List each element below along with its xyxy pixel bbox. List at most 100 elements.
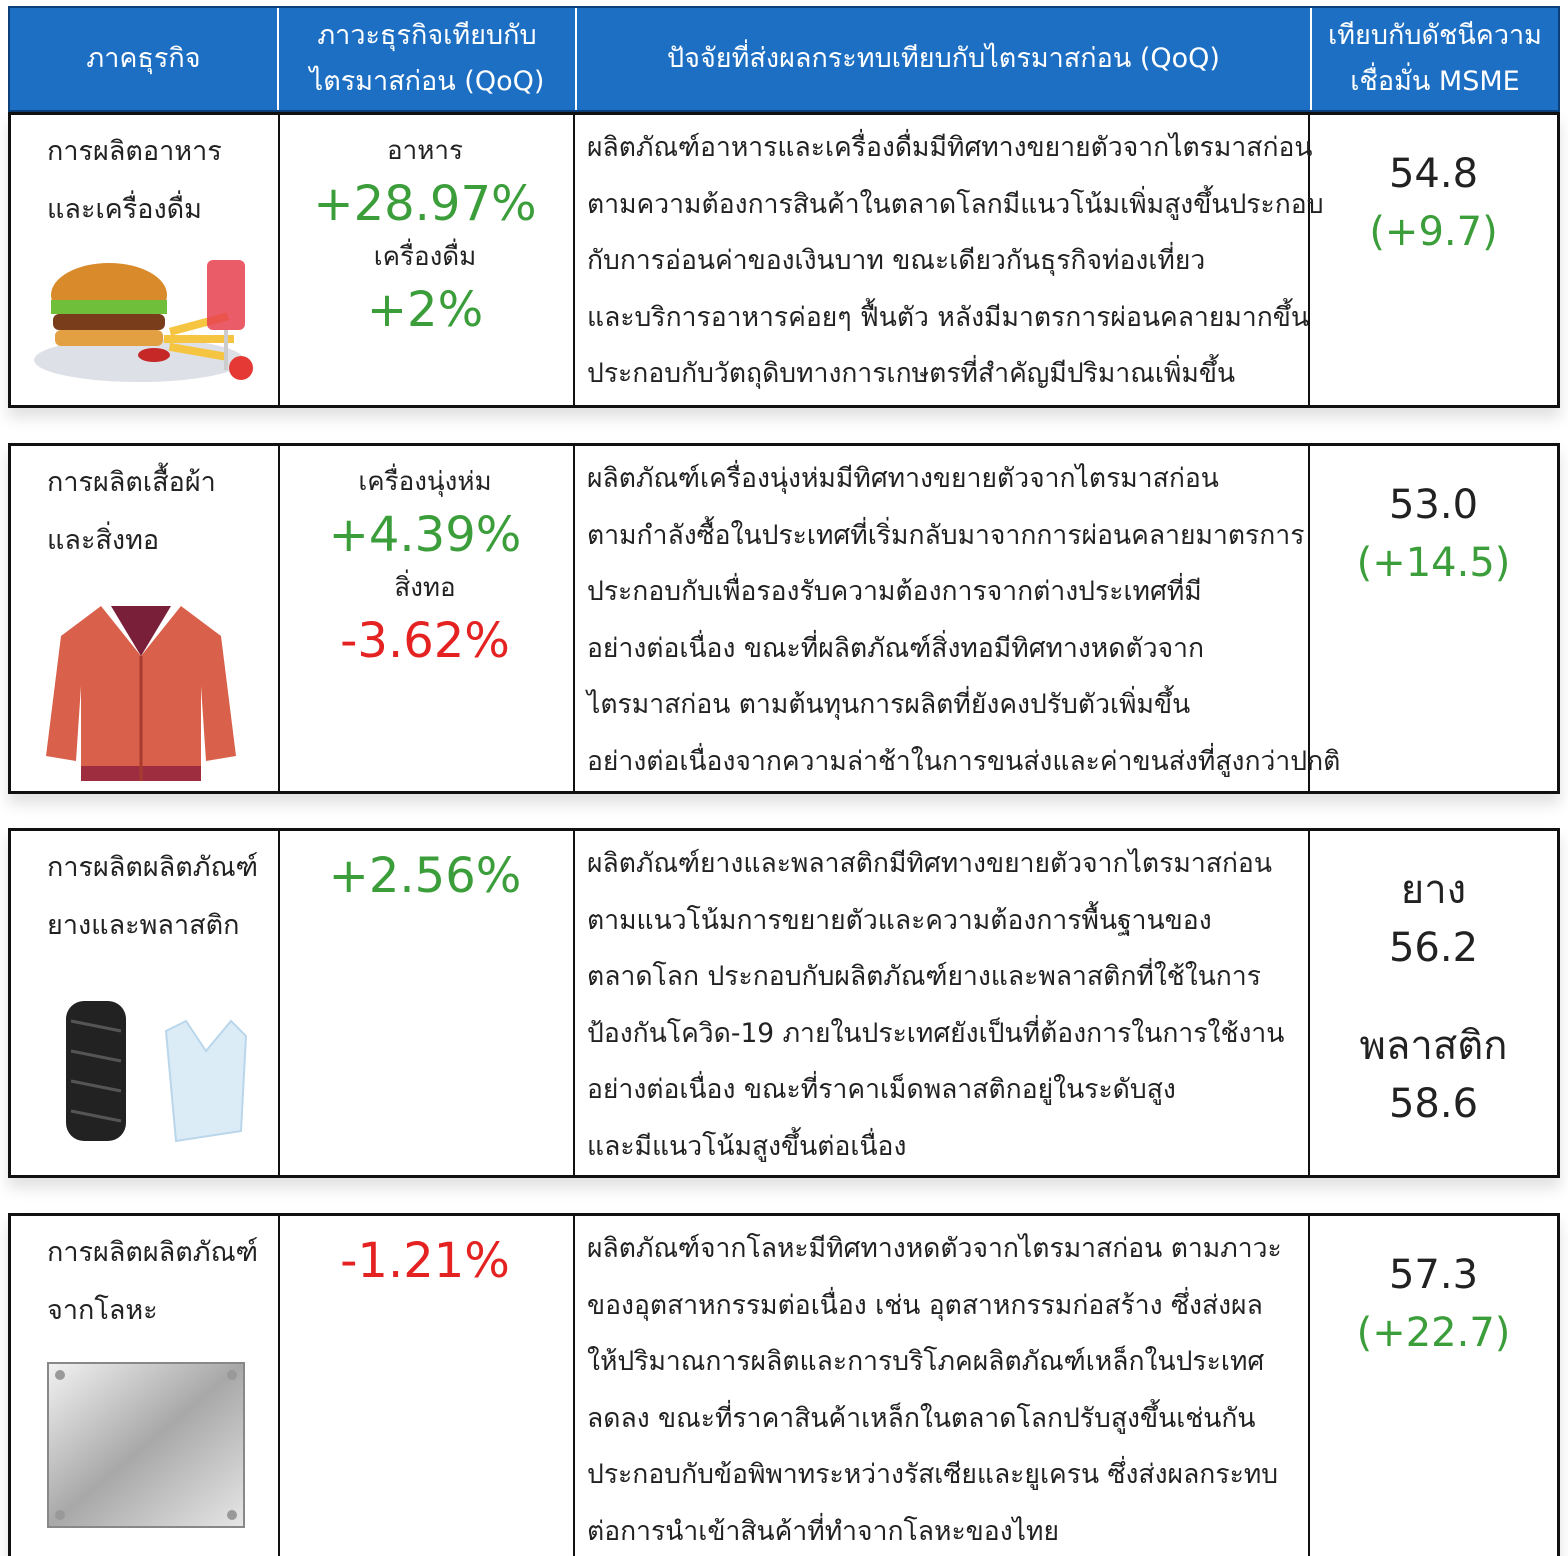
index-change: (+9.7) bbox=[1369, 209, 1498, 255]
sector-line: และเครื่องดื่ม bbox=[47, 194, 202, 225]
sector-icon bbox=[56, 991, 256, 1155]
factor-line: ประกอบกับเพื่อรองรับความต้องการจากต่างปร… bbox=[587, 576, 1202, 607]
header-text: ปัจจัยที่ส่งผลกระทบเทียบกับไตรมาสก่อน (Q… bbox=[667, 43, 1220, 74]
factor-line: กับการอ่อนค่าของเงินบาท ขณะเดียวกันธุรกิ… bbox=[587, 245, 1206, 276]
index-value: 54.8 bbox=[1388, 151, 1479, 197]
sector-block: การผลิตอาหารและเครื่องดื่ม อาหาร +28.97% เค… bbox=[8, 112, 1560, 408]
factor-line: ตลาดโลก ประกอบกับผลิตภัณฑ์ยางและพลาสติกท… bbox=[587, 961, 1261, 992]
factor-line: และมีแนวโน้มสูงขึ้นต่อเนื่อง bbox=[587, 1130, 907, 1162]
cell: อาหาร +28.97% เครื่องดื่ม +2% bbox=[277, 115, 575, 405]
cell: ผลิตภัณฑ์จากโลหะมีทิศทางหดตัวจากไตรมาสก่… bbox=[575, 1216, 1310, 1556]
qoq-value: -3.62% bbox=[340, 613, 510, 669]
qoq-value: -1.21% bbox=[340, 1233, 510, 1289]
cell: การผลิตผลิตภัณฑ์ยางและพลาสติก bbox=[11, 831, 280, 1175]
sector-block: การผลิตผลิตภัณฑ์ยางและพลาสติก +2.56% ผลิตภ… bbox=[8, 828, 1560, 1178]
index-label: ยาง bbox=[1400, 867, 1467, 913]
sector-line: ยางและพลาสติก bbox=[47, 910, 240, 941]
sector-icon bbox=[46, 1361, 246, 1535]
index-value: 53.0 bbox=[1388, 482, 1479, 528]
cell: การผลิตอาหารและเครื่องดื่ม bbox=[11, 115, 280, 405]
factor-line: อย่างต่อเนื่อง ขณะที่ผลิตภัณฑ์สิ่งทอมีทิ… bbox=[587, 632, 1205, 664]
sector-block: การผลิตผลิตภัณฑ์จากโลหะ -1.21% ผลิตภัณฑ์จา… bbox=[8, 1213, 1560, 1556]
factor-line: ตามความต้องการสินค้าในตลาดโลกมีแนวโน้มเพ… bbox=[587, 188, 1324, 220]
cell: ผลิตภัณฑ์อาหารและเครื่องดื่มมีทิศทางขยาย… bbox=[575, 115, 1324, 405]
header-text: เทียบกับดัชนีความ bbox=[1328, 20, 1542, 51]
factor-line: อย่างต่อเนื่อง ขณะที่ราคาเม็ดพลาสติกอยู่… bbox=[587, 1074, 1176, 1105]
index-list: ยาง 56.2 พลาสติก 58.6 bbox=[1310, 831, 1557, 1133]
header-cell: ปัจจัยที่ส่งผลกระทบเทียบกับไตรมาสก่อน (Q… bbox=[577, 8, 1312, 110]
header-text: ไตรมาสก่อน (QoQ) bbox=[309, 66, 545, 97]
sector-name: การผลิตผลิตภัณฑ์จากโลหะ bbox=[11, 1216, 278, 1340]
sector-block: การผลิตเสื้อผ้า และสิ่งทอ เครื่องนุ่งห่ม +4… bbox=[8, 443, 1560, 794]
qoq-label: เครื่องนุ่งห่ม bbox=[358, 467, 492, 497]
index-list: 53.0 (+14.5) bbox=[1310, 446, 1557, 592]
sector-line: การผลิตผลิตภัณฑ์ bbox=[47, 852, 259, 883]
qoq-value: +2.56% bbox=[328, 848, 522, 904]
qoq-value: +2% bbox=[366, 282, 484, 338]
index-value: 57.3 bbox=[1388, 1252, 1479, 1298]
cell: -1.21% bbox=[277, 1216, 575, 1556]
sector-name: การผลิตเสื้อผ้าและสิ่งทอ bbox=[11, 446, 278, 570]
factor-line: ไตรมาสก่อน ตามต้นทุนการผลิตที่ยังคงปรับต… bbox=[587, 689, 1191, 720]
index-list: 54.8 (+9.7) bbox=[1310, 115, 1557, 261]
sector-line: การผลิตอาหาร bbox=[47, 136, 222, 167]
header-text: ภาคธุรกิจ bbox=[86, 43, 201, 74]
qoq-list: +2.56% bbox=[277, 831, 573, 907]
cell: 54.8 (+9.7) bbox=[1310, 115, 1557, 405]
index-label: พลาสติก bbox=[1359, 1023, 1508, 1069]
factor-line: ประกอบกับวัตถุดิบทางการเกษตรที่สำคัญมีปร… bbox=[587, 358, 1236, 389]
factor-line: ผลิตภัณฑ์อาหารและเครื่องดื่มมีทิศทางขยาย… bbox=[587, 132, 1313, 163]
sector-icon bbox=[29, 240, 269, 394]
cell: ผลิตภัณฑ์ยางและพลาสติกมีทิศทางขยายตัวจาก… bbox=[575, 831, 1310, 1175]
factor-line: ลดลง ขณะที่ราคาสินค้าเหล็กในตลาดโลกปรับส… bbox=[587, 1402, 1256, 1434]
header-cell: เทียบกับดัชนีความเชื่อมั่น MSME bbox=[1312, 8, 1558, 110]
factor-line: ตามแนวโน้มการขยายตัวและความต้องการพื้นฐา… bbox=[587, 904, 1212, 936]
sector-name: การผลิตผลิตภัณฑ์ยางและพลาสติก bbox=[11, 831, 278, 955]
cell: ผลิตภัณฑ์เครื่องนุ่งห่มมีทิศทางขยายตัวจา… bbox=[575, 446, 1340, 791]
index-value: 56.2 bbox=[1388, 925, 1479, 971]
factor-line: ผลิตภัณฑ์เครื่องนุ่งห่มมีทิศทางขยายตัวจา… bbox=[587, 463, 1219, 494]
factors: ผลิตภัณฑ์ยางและพลาสติกมีทิศทางขยายตัวจาก… bbox=[575, 831, 1308, 1175]
qoq-label: เครื่องดื่ม bbox=[373, 242, 477, 272]
sector-line: และสิ่งทอ bbox=[47, 525, 160, 556]
header-cell: ภาคธุรกิจ bbox=[10, 8, 279, 110]
sector-line: การผลิตผลิตภัณฑ์ bbox=[47, 1237, 259, 1268]
qoq-list: เครื่องนุ่งห่ม +4.39% สิ่งทอ -3.62% bbox=[277, 446, 573, 672]
qoq-list: -1.21% bbox=[277, 1216, 573, 1292]
cell: การผลิตเสื้อผ้าและสิ่งทอ bbox=[11, 446, 280, 791]
factor-line: ให้ปริมาณการผลิตและการบริโภคผลิตภัณฑ์เหล… bbox=[587, 1346, 1265, 1377]
qoq-label: สิ่งทอ bbox=[394, 573, 456, 603]
factor-line: ตามกำลังซื้อในประเทศที่เริ่มกลับมาจากการ… bbox=[587, 519, 1305, 551]
factor-line: และบริการอาหารค่อยๆ ฟื้นตัว หลังมีมาตรกา… bbox=[587, 301, 1309, 333]
factor-line: ของอุตสาหกรรมต่อเนื่อง เช่น อุตสาหกรรมก่… bbox=[587, 1289, 1263, 1321]
factor-line: ผลิตภัณฑ์จากโลหะมีทิศทางหดตัวจากไตรมาสก่… bbox=[587, 1233, 1282, 1264]
factors: ผลิตภัณฑ์เครื่องนุ่งห่มมีทิศทางขยายตัวจา… bbox=[575, 446, 1340, 790]
cell: +2.56% bbox=[277, 831, 575, 1175]
sector-line: การผลิตเสื้อผ้า bbox=[47, 467, 216, 498]
factors: ผลิตภัณฑ์อาหารและเครื่องดื่มมีทิศทางขยาย… bbox=[575, 115, 1324, 403]
index-value: 58.6 bbox=[1388, 1081, 1479, 1127]
qoq-value: +28.97% bbox=[313, 176, 537, 232]
header: ภาคธุรกิจ ภาวะธุรกิจเทียบกับไตรมาสก่อน (Q… bbox=[8, 6, 1560, 112]
sector-name: การผลิตอาหารและเครื่องดื่ม bbox=[11, 115, 278, 239]
cell: เครื่องนุ่งห่ม +4.39% สิ่งทอ -3.62% bbox=[277, 446, 575, 791]
qoq-label: อาหาร bbox=[387, 136, 463, 166]
header-cell: ภาวะธุรกิจเทียบกับไตรมาสก่อน (QoQ) bbox=[279, 8, 577, 110]
header-text: เชื่อมั่น MSME bbox=[1350, 66, 1520, 97]
sector-line: จากโลหะ bbox=[47, 1295, 158, 1326]
qoq-list: อาหาร +28.97% เครื่องดื่ม +2% bbox=[277, 115, 573, 341]
index-change: (+14.5) bbox=[1356, 540, 1511, 586]
factor-line: ป้องกันโควิด-19 ภายในประเทศยังเป็นที่ต้อ… bbox=[587, 1017, 1285, 1049]
factor-line: ผลิตภัณฑ์ยางและพลาสติกมีทิศทางขยายตัวจาก… bbox=[587, 848, 1272, 879]
index-list: 57.3 (+22.7) bbox=[1310, 1216, 1557, 1362]
factor-line: ประกอบกับข้อพิพาทระหว่างรัสเซียและยูเครน… bbox=[587, 1459, 1279, 1490]
cell: 57.3 (+22.7) bbox=[1310, 1216, 1557, 1556]
cell: การผลิตผลิตภัณฑ์จากโลหะ bbox=[11, 1216, 280, 1556]
factors: ผลิตภัณฑ์จากโลหะมีทิศทางหดตัวจากไตรมาสก่… bbox=[575, 1216, 1308, 1556]
sector-icon bbox=[41, 596, 241, 790]
index-change: (+22.7) bbox=[1356, 1310, 1511, 1356]
header-text: ภาวะธุรกิจเทียบกับ bbox=[317, 20, 537, 51]
factor-line: ต่อการนำเข้าสินค้าที่ทำจากโลหะของไทย bbox=[587, 1515, 1059, 1547]
cell: ยาง 56.2 พลาสติก 58.6 bbox=[1310, 831, 1557, 1175]
